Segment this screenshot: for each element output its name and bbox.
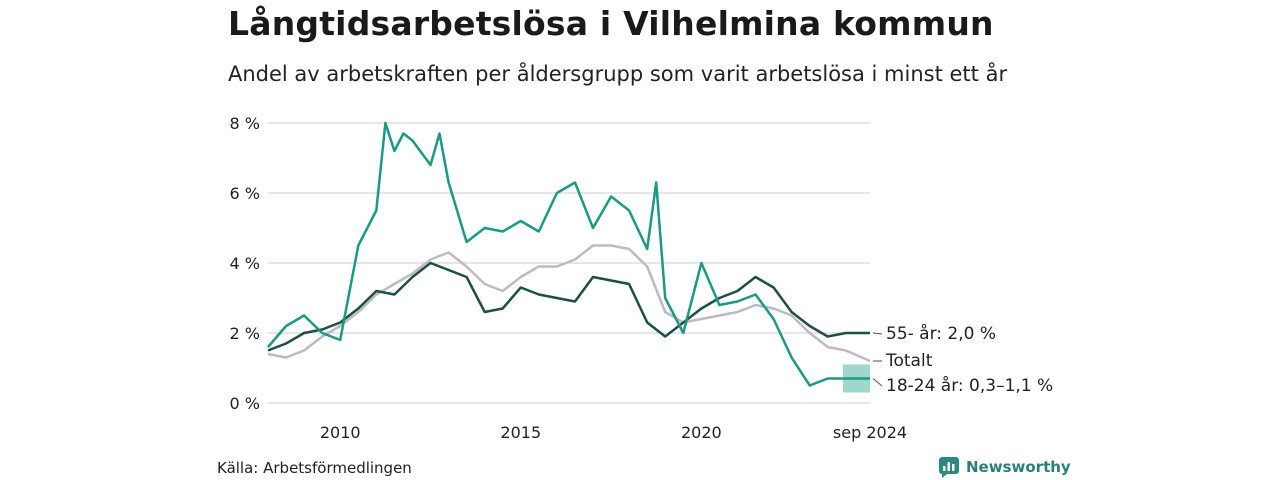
brand-name: Newsworthy — [966, 458, 1071, 476]
source-note: Källa: Arbetsförmedlingen — [217, 459, 412, 477]
chart-subtitle: Andel av arbetskraften per åldersgrupp s… — [228, 62, 1008, 86]
end-label-total: Totalt — [885, 351, 933, 371]
series-lines — [267, 121, 871, 387]
x-tick-label: 2020 — [681, 423, 722, 442]
y-axis: 0 % 2 % 4 % 6 % 8 % — [230, 114, 260, 413]
y-tick-label: 0 % — [230, 394, 260, 413]
y-tick-label: 2 % — [230, 324, 260, 343]
series-line-senior — [267, 261, 870, 352]
newsworthy-logo-icon — [939, 457, 959, 478]
x-axis: 2010 2015 2020 sep 2024 — [320, 423, 907, 442]
chart-title: Långtidsarbetslösa i Vilhelmina kommun — [228, 4, 994, 43]
end-label-connector — [872, 332, 883, 335]
brand-logo[interactable]: Newsworthy — [938, 456, 1071, 478]
x-tick-label: 2010 — [320, 423, 361, 442]
end-label-youth: 18-24 år: 0,3–1,1 % — [886, 375, 1053, 396]
end-label-senior: 55- år: 2,0 % — [886, 323, 996, 344]
series-line-youth — [267, 121, 870, 387]
end-label-connector — [872, 378, 883, 387]
x-tick-label: sep 2024 — [833, 423, 907, 442]
y-tick-label: 6 % — [230, 184, 260, 203]
y-tick-label: 4 % — [230, 254, 260, 273]
y-tick-label: 8 % — [230, 114, 260, 133]
end-labels: Totalt 55- år: 2,0 % 18-24 år: 0,3–1,1 % — [872, 323, 1053, 396]
x-tick-label: 2015 — [500, 423, 541, 442]
